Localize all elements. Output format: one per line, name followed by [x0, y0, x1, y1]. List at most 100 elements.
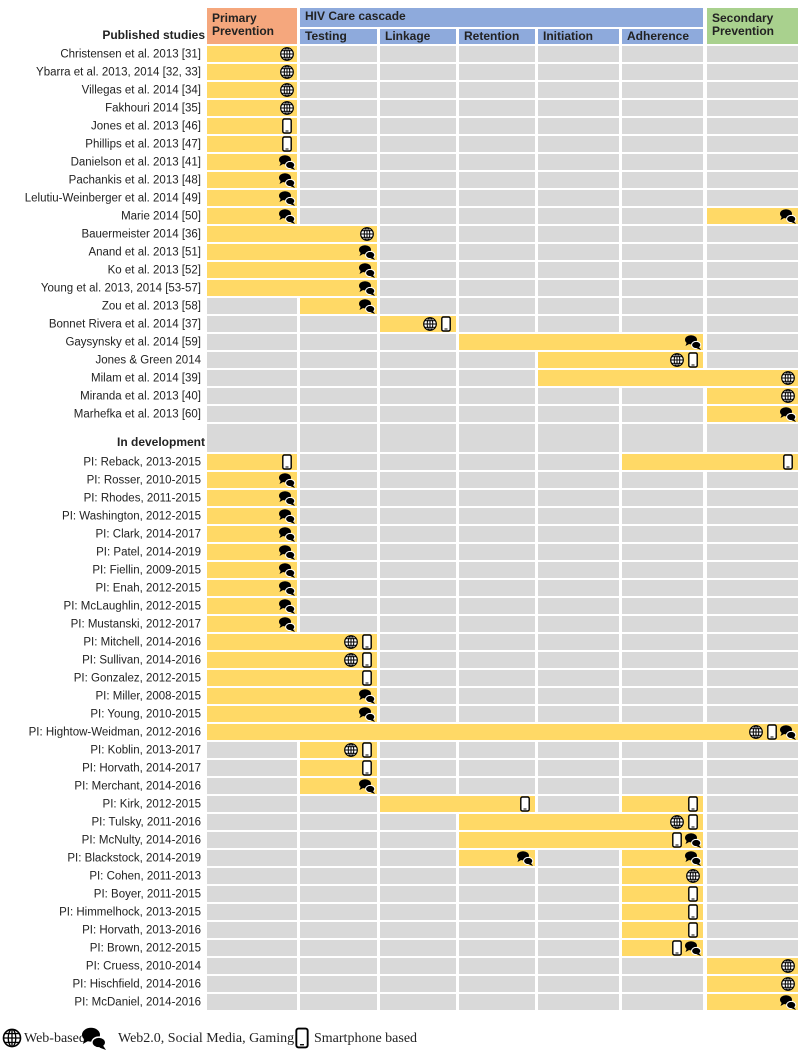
cell	[380, 544, 456, 560]
row-label: PI: Horvath, 2014-2017	[82, 763, 201, 775]
cell	[300, 424, 377, 452]
bar	[622, 886, 703, 902]
cell	[380, 490, 456, 506]
cell	[538, 526, 619, 542]
row-label: PI: Miller, 2008-2015	[96, 691, 201, 703]
cell	[707, 940, 798, 956]
cell	[538, 172, 619, 188]
cell	[622, 136, 703, 152]
row-label: Lelutiu-Weinberger et al. 2014 [49]	[25, 193, 201, 205]
cell	[622, 46, 703, 62]
cell	[207, 778, 297, 794]
cell	[207, 406, 297, 422]
row-label: Marhefka et al. 2013 [60]	[74, 409, 201, 421]
cell	[538, 136, 619, 152]
cell	[538, 760, 619, 776]
cell	[459, 580, 535, 596]
cell	[380, 598, 456, 614]
cell	[380, 580, 456, 596]
row-label: Bonnet Rivera et al. 2014 [37]	[49, 319, 201, 331]
cell	[707, 424, 798, 452]
bar	[207, 706, 377, 722]
cell	[380, 154, 456, 170]
cell	[538, 904, 619, 920]
cell	[622, 118, 703, 134]
cell	[300, 472, 377, 488]
cell	[538, 796, 619, 812]
row-label: Zou et al. 2013 [58]	[102, 301, 201, 313]
cell	[538, 208, 619, 224]
cell	[707, 172, 798, 188]
cell	[207, 316, 297, 332]
bar	[207, 280, 377, 296]
cell	[538, 598, 619, 614]
cell	[380, 652, 456, 668]
cell	[207, 424, 297, 452]
cell	[380, 562, 456, 578]
row-label: Marie 2014 [50]	[121, 211, 201, 223]
cell	[207, 904, 297, 920]
bar	[207, 118, 297, 134]
cell	[622, 226, 703, 242]
phone-icon	[688, 796, 698, 812]
cell	[380, 334, 456, 350]
cell	[300, 598, 377, 614]
bar	[300, 778, 377, 794]
cell	[459, 46, 535, 62]
cell	[459, 118, 535, 134]
cell	[707, 706, 798, 722]
cell	[380, 190, 456, 206]
cell	[300, 190, 377, 206]
bar	[622, 796, 703, 812]
cell	[707, 850, 798, 866]
cell	[207, 388, 297, 404]
cell	[380, 616, 456, 632]
row-label: PI: Horvath, 2013-2016	[82, 925, 201, 937]
bar	[207, 598, 297, 614]
cell	[207, 796, 297, 812]
cell	[622, 706, 703, 722]
cell	[300, 370, 377, 386]
cell	[300, 64, 377, 80]
cell	[300, 994, 377, 1010]
cell	[622, 208, 703, 224]
cell	[538, 868, 619, 884]
bar	[538, 352, 703, 368]
cell	[459, 64, 535, 80]
bar	[207, 562, 297, 578]
cell	[380, 922, 456, 938]
cell	[622, 544, 703, 560]
cell	[622, 634, 703, 650]
cell	[459, 742, 535, 758]
row-label: PI: Hischfield, 2014-2016	[73, 979, 202, 991]
cell	[380, 814, 456, 830]
phone-icon	[441, 316, 451, 332]
cell	[207, 814, 297, 830]
cell	[538, 100, 619, 116]
cell	[707, 904, 798, 920]
section-title: In development	[117, 435, 205, 449]
cell	[380, 994, 456, 1010]
row-label: PI: McDaniel, 2014-2016	[74, 997, 201, 1009]
phone-icon	[688, 352, 698, 368]
row-label: Villegas et al. 2014 [34]	[82, 85, 201, 97]
cell	[622, 742, 703, 758]
web-icon	[344, 743, 358, 757]
cell	[380, 388, 456, 404]
cascade-header: HIV Care cascade	[300, 8, 703, 27]
bar	[207, 64, 297, 80]
cell	[459, 688, 535, 704]
cell	[300, 868, 377, 884]
cell	[622, 316, 703, 332]
cell	[380, 244, 456, 260]
phone-icon	[688, 904, 698, 920]
web-icon	[670, 815, 684, 829]
cell	[707, 832, 798, 848]
cell	[459, 454, 535, 470]
cell	[707, 154, 798, 170]
cell	[300, 388, 377, 404]
cell	[459, 634, 535, 650]
cell	[538, 388, 619, 404]
row-label: PI: Gonzalez, 2012-2015	[74, 673, 201, 685]
cell	[538, 652, 619, 668]
